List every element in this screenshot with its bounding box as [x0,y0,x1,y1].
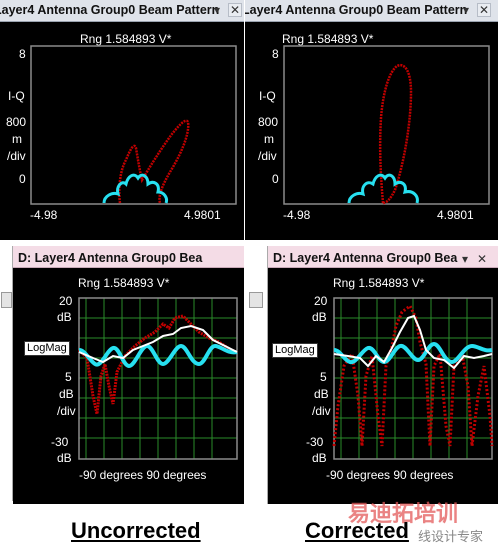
red-logmag-trace [332,303,494,447]
x-axis-left-label: -4.98 [283,208,311,222]
window-title: Layer4 Antenna Group0 Beam Pattern [245,3,468,17]
window-top-left-beam-pattern: Layer4 Antenna Group0 Beam Pattern ▾ ✕ R… [0,0,244,240]
red-beam-trace [378,63,413,205]
y-axis-scale-unit: m [12,132,22,146]
logmag-plot-area [332,297,494,460]
y-axis-unit-label: I-Q [259,89,276,103]
caption-corrected: Corrected [305,518,409,543]
y-axis-unit-label: I-Q [8,89,25,103]
y-axis-bottom-label: -30 [51,435,69,449]
x-axis-label: -90 degrees 90 degrees [326,468,454,482]
dropdown-arrow-icon[interactable]: ▾ [462,3,470,17]
y-axis-top-label: 20 [59,294,73,308]
y-axis-scale-label: 5 [65,370,72,384]
range-label: Rng 1.584893 V* [282,32,374,46]
y-axis-bottom-unit: dB [57,451,72,465]
cyan-beam-trace [102,173,168,204]
close-icon[interactable]: ✕ [228,3,242,17]
range-label: Rng 1.584893 V* [78,276,170,290]
window-bottom-right-logmag: D: Layer4 Antenna Group0 Bea Rng 1.58489… [268,246,498,504]
watermark-logo: 易迪拓培训 [348,502,459,527]
x-axis-left-label: -4.98 [30,208,58,222]
window-top-right-beam-pattern: Layer4 Antenna Group0 Beam Pattern ▾ ✕ R… [245,0,498,240]
red-beam-trace [118,119,190,204]
y-axis-bottom-label: 0 [272,172,279,186]
x-axis-right-label: 4.9801 [437,208,474,222]
scrollbar-thumb[interactable] [1,292,12,308]
polar-plot-area [30,45,237,205]
y-axis-per-div: /div [57,404,76,418]
left-scroll-strip [0,246,13,501]
y-axis-top-label: 8 [272,47,279,61]
y-axis-per-div: /div [312,404,331,418]
range-label: Rng 1.584893 V* [333,276,425,290]
y-axis-top-unit: dB [57,310,72,324]
window-title: D: Layer4 Antenna Group0 Bea [273,251,458,265]
dropdown-arrow-icon[interactable]: ▾ [213,3,221,17]
y-axis-top-unit: dB [312,310,327,324]
y-axis-per-div: /div [7,149,26,163]
caption-uncorrected: Uncorrected [71,518,201,543]
y-axis-scale-unit: dB [314,387,329,401]
y-axis-bottom-unit: dB [312,451,327,465]
scrollbar-thumb[interactable] [249,292,263,308]
red-logmag-trace [77,314,238,415]
window-title: D: Layer4 Antenna Group0 Bea [18,251,203,265]
watermark-subtitle: 线设计专家 [418,530,484,545]
y-axis-per-div: /div [258,149,277,163]
y-axis-bottom-label: -30 [306,435,324,449]
polar-plot-area [283,45,490,205]
x-axis-label: -90 degrees 90 degrees [79,468,207,482]
logmag-plot-area [77,297,238,460]
white-logmag-trace [78,324,238,364]
window-bottom-left-logmag: D: Layer4 Antenna Group0 Bea Rng 1.58489… [13,246,244,504]
titlebar[interactable]: Layer4 Antenna Group0 Beam Pattern ▾ ✕ [0,0,244,22]
y-axis-scale-unit: dB [59,387,74,401]
close-icon[interactable]: ✕ [476,252,488,266]
y-axis-scale-label: 5 [320,370,327,384]
x-axis-right-label: 4.9801 [184,208,221,222]
y-axis-top-label: 8 [19,47,26,61]
y-axis-scale-unit: m [264,132,274,146]
dropdown-arrow-icon[interactable]: ▾ [461,252,469,266]
close-icon[interactable]: ✕ [477,3,491,17]
titlebar[interactable]: D: Layer4 Antenna Group0 Bea [268,246,498,268]
titlebar[interactable]: D: Layer4 Antenna Group0 Bea [13,246,244,268]
logmag-trace-label[interactable]: LogMag [272,343,318,358]
cyan-beam-trace [347,173,419,204]
cyan-logmag-trace [333,341,493,365]
y-axis-scale-label: 800 [258,115,279,129]
y-axis-scale-label: 800 [6,115,27,129]
logmag-trace-label[interactable]: LogMag [24,341,70,356]
range-label: Rng 1.584893 V* [80,32,172,46]
cyan-logmag-trace [78,343,238,369]
y-axis-top-label: 20 [314,294,328,308]
left-scroll-strip [245,246,268,504]
white-logmag-trace [333,314,493,370]
window-title: Layer4 Antenna Group0 Beam Pattern [0,3,220,17]
titlebar[interactable]: Layer4 Antenna Group0 Beam Pattern ▾ ✕ [245,0,498,22]
y-axis-bottom-label: 0 [19,172,26,186]
